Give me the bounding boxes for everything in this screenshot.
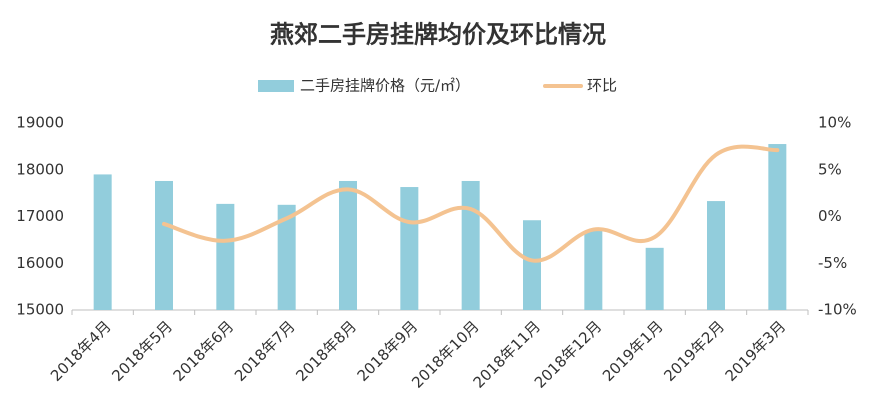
y-tick-label: 15000	[16, 301, 64, 319]
y2-tick-label: 10%	[818, 114, 851, 132]
y-tick-label: 17000	[16, 207, 64, 225]
y-tick-label: 16000	[16, 254, 64, 272]
chart-title: 燕郊二手房挂牌均价及环比情况	[270, 20, 606, 49]
bar	[277, 204, 296, 310]
bar	[339, 180, 357, 310]
x-tick-label: 2018年7月	[231, 317, 299, 385]
y2-tick-label: 0%	[818, 207, 842, 225]
bar	[216, 203, 235, 310]
legend-swatch	[258, 80, 294, 92]
x-tick-label: 2019年3月	[722, 317, 790, 385]
y-tick-label: 18000	[16, 160, 64, 178]
x-tick-label: 2018年6月	[170, 317, 238, 385]
y-tick-label: 19000	[16, 114, 64, 132]
bar	[93, 174, 112, 310]
x-tick-label: 2018年8月	[292, 317, 360, 385]
legend-label: 环比	[587, 77, 617, 95]
y2-tick-label: -5%	[818, 254, 847, 272]
x-tick-label: 2018年4月	[47, 317, 115, 385]
x-tick-label: 2019年2月	[660, 317, 728, 385]
legend-label: 二手房挂牌价格（元/㎡）	[300, 77, 470, 95]
bar	[768, 144, 787, 310]
bar	[645, 247, 664, 310]
bar	[707, 201, 725, 310]
x-tick-label: 2018年5月	[108, 317, 176, 385]
x-tick-label: 2019年1月	[599, 317, 667, 385]
line	[162, 144, 780, 263]
bar	[584, 230, 603, 310]
bar	[400, 187, 419, 310]
bar	[461, 180, 480, 310]
bar	[155, 180, 173, 310]
y2-tick-label: 5%	[818, 160, 842, 178]
bar	[523, 220, 541, 310]
y2-tick-label: -10%	[818, 301, 857, 319]
